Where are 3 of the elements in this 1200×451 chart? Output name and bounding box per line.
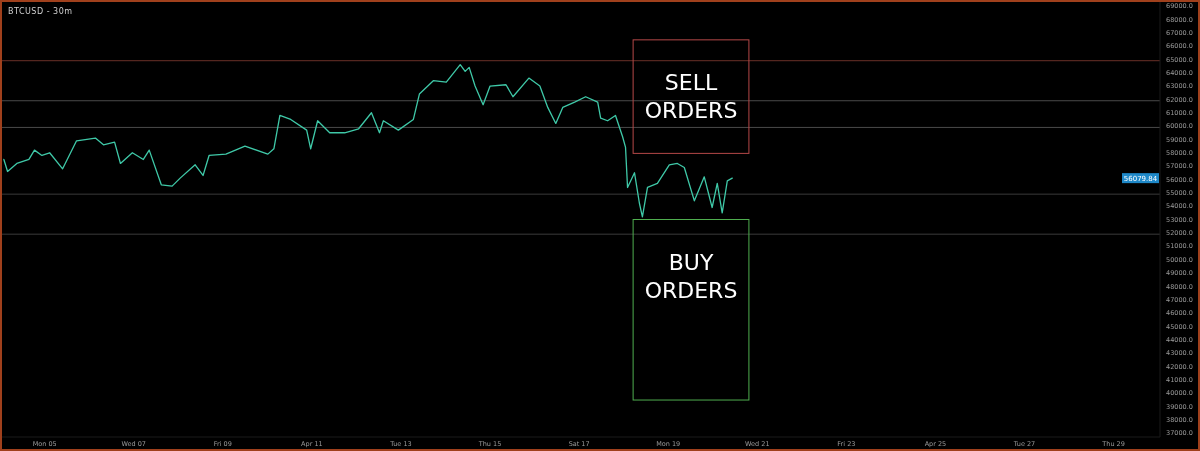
annotation: SELL ORDERS — [644, 69, 738, 123]
text: BTCUSD - 30m — [8, 7, 73, 16]
annotation: BUY ORDERS — [644, 249, 738, 303]
